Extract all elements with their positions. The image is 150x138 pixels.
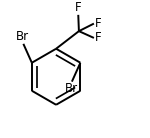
Text: F: F: [95, 17, 102, 30]
Text: F: F: [95, 31, 102, 44]
Text: Br: Br: [65, 82, 78, 95]
Text: Br: Br: [16, 30, 29, 43]
Text: F: F: [75, 1, 82, 14]
